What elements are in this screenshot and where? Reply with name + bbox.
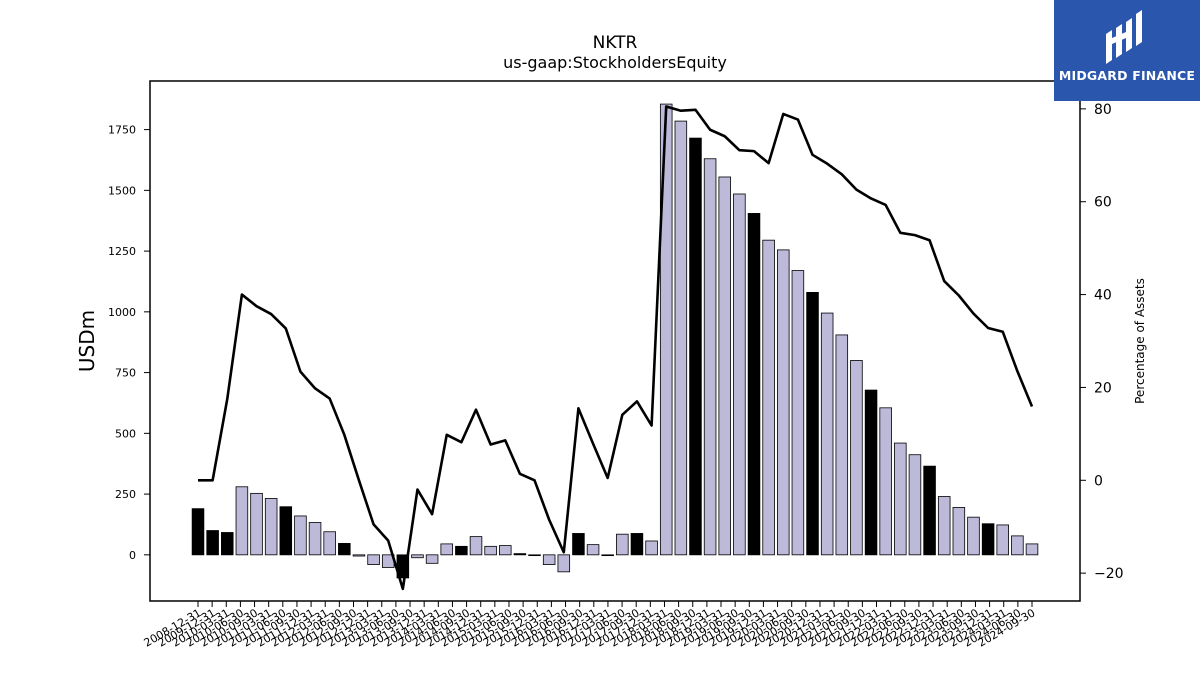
y2-tick-label: 60 [1094, 195, 1112, 211]
equity-bar [499, 545, 512, 556]
equity-bar [323, 531, 336, 556]
bar-series [191, 103, 1039, 579]
equity-bar [542, 554, 556, 565]
x-axis: 2008-12-312009-12-312010-03-312010-06-30… [142, 601, 1038, 650]
equity-bar [264, 498, 278, 556]
plot-frame [149, 80, 1081, 602]
y2-tick-label: 0 [1094, 473, 1103, 489]
equity-bar [908, 454, 922, 556]
equity-bar [1025, 543, 1039, 556]
equity-bar [601, 554, 614, 557]
equity-bar [221, 532, 234, 556]
equity-bar [630, 533, 644, 556]
equity-bar [616, 533, 629, 556]
equity-bar [308, 522, 322, 556]
chart-title: NKTR [593, 33, 638, 53]
equity-bar [367, 554, 380, 565]
equity-bar [733, 193, 746, 556]
equity-bar [864, 389, 878, 556]
y-tick-label: 1250 [108, 245, 136, 258]
y-tick-label: 750 [115, 367, 136, 380]
pct-assets-line [198, 105, 1034, 591]
equity-bar [791, 270, 805, 556]
y-tick-label: 0 [129, 549, 136, 562]
equity-bar [1011, 535, 1024, 556]
y-tick-label: 1750 [108, 124, 136, 137]
y2-tick-label: 40 [1094, 288, 1112, 304]
equity-bar [206, 530, 219, 556]
equity-bar [513, 553, 527, 556]
equity-bar [894, 442, 907, 556]
y2-tick-label: 20 [1094, 380, 1112, 396]
equity-bar [440, 543, 453, 556]
equity-bar [879, 407, 892, 556]
chart-subtitle: us-gaap:StockholdersEquity [503, 53, 727, 72]
equity-bar [469, 536, 483, 556]
equity-bar [820, 312, 834, 556]
y-axis-label: USDm [75, 310, 99, 372]
equity-bar [235, 486, 249, 556]
equity-bar [455, 545, 468, 556]
equity-bar [645, 540, 658, 556]
equity-bar [777, 249, 790, 556]
y-tick-label: 500 [115, 427, 136, 440]
equity-bar [338, 543, 351, 556]
equity-bar [747, 213, 761, 556]
equity-bar [411, 554, 424, 559]
equity-bar [937, 496, 951, 556]
y2-tick-label: −20 [1094, 566, 1124, 582]
equity-bar [718, 176, 731, 556]
equity-bar [806, 291, 819, 556]
y-tick-label: 250 [115, 488, 136, 501]
y2-axis-label: Percentage of Assets [1133, 278, 1147, 404]
equity-bar [528, 554, 541, 557]
equity-bar [557, 554, 571, 573]
equity-bar [191, 508, 205, 556]
pct-line-series [198, 105, 1034, 591]
equity-bar [835, 334, 849, 556]
equity-bar [586, 544, 600, 556]
equity-bar [659, 103, 673, 556]
equity-bar [923, 465, 936, 556]
equity-bar [250, 492, 263, 556]
y-axis-right: −20 0 20 40 60 80 [1080, 102, 1124, 582]
y2-tick-label: 80 [1094, 102, 1112, 118]
equity-bar [703, 158, 717, 556]
equity-bar [952, 507, 966, 556]
equity-bar [762, 239, 775, 556]
equity-bar [484, 545, 497, 556]
y-axis-left: 0 250 500 750 1000 1250 1500 1750 [108, 124, 150, 562]
y-tick-label: 1500 [108, 184, 136, 197]
equity-bar [279, 506, 293, 556]
equity-bar [352, 554, 366, 557]
equity-bar [294, 515, 307, 556]
brand-logo: MIDGARD FINANCE [1054, 0, 1200, 101]
equity-bar [572, 533, 585, 556]
equity-bar [850, 360, 863, 556]
logo-mark-icon [1106, 10, 1142, 64]
equity-bar [689, 137, 702, 556]
equity-bar [981, 523, 995, 556]
equity-bar [674, 120, 688, 556]
logo-text: MIDGARD FINANCE [1058, 68, 1196, 83]
equity-bar [967, 516, 980, 556]
equity-bar [425, 554, 439, 564]
y-tick-label: 1000 [108, 306, 136, 319]
equity-bar [996, 524, 1009, 556]
